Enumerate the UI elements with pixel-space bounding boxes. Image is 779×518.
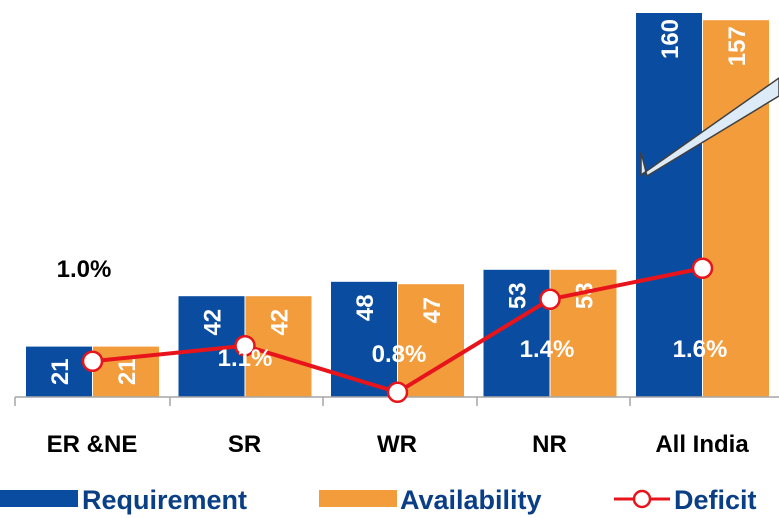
legend-swatch-deficit-marker <box>632 489 652 509</box>
data-label-requirement-2: 48 <box>352 294 379 321</box>
deficit-label-1: 1.1% <box>218 345 273 372</box>
data-label-availability-0: 21 <box>114 358 141 385</box>
x-tick-label-2: WR <box>377 431 417 458</box>
bar-availability-1 <box>245 296 312 397</box>
deficit-point-4 <box>691 257 714 279</box>
x-axis-labels: ER &NE SR WR NR All India <box>47 431 750 458</box>
deficit-line-layer: 1.0% 1.1% 0.8% 1.4% 1.6% <box>57 256 728 403</box>
legend-swatch-availability <box>319 490 397 507</box>
data-label-availability-4: 157 <box>724 26 751 66</box>
deficit-point-0 <box>81 350 104 372</box>
deficit-point-1 <box>234 335 256 357</box>
deficit-point-3 <box>539 288 561 310</box>
x-tick-label-0: ER &NE <box>47 431 138 458</box>
data-label-requirement-3: 53 <box>505 282 532 309</box>
x-tick-label-3: NR <box>532 431 567 458</box>
bar-availability-2 <box>398 284 464 397</box>
callout-shape <box>640 77 779 178</box>
legend-label-requirement: Requirement <box>82 485 247 515</box>
deficit-label-0: 1.0% <box>57 256 112 283</box>
data-label-requirement-0: 21 <box>47 358 74 385</box>
x-axis-ticks <box>14 397 631 406</box>
legend-label-deficit: Deficit <box>674 485 757 515</box>
data-label-availability-2: 47 <box>419 297 446 324</box>
x-tick-label-1: SR <box>228 431 261 458</box>
bar-requirement-0 <box>26 346 92 397</box>
deficit-label-2: 0.8% <box>372 341 427 368</box>
legend: Requirement Availability Deficit <box>0 485 757 515</box>
bar-requirement-4 <box>636 13 702 397</box>
bar-availability-4 <box>703 20 769 397</box>
x-tick-label-4: All India <box>655 431 749 458</box>
deficit-label-4: 1.6% <box>673 336 728 363</box>
data-label-requirement-4: 160 <box>657 19 684 59</box>
legend-swatch-requirement <box>0 490 78 507</box>
data-label-requirement-1: 42 <box>200 309 227 336</box>
legend-label-availability: Availability <box>400 485 542 515</box>
bar-requirement-2 <box>331 281 397 397</box>
deficit-label-3: 1.4% <box>520 336 575 363</box>
data-label-availability-1: 42 <box>267 309 294 336</box>
deficit-point-2 <box>386 381 409 403</box>
